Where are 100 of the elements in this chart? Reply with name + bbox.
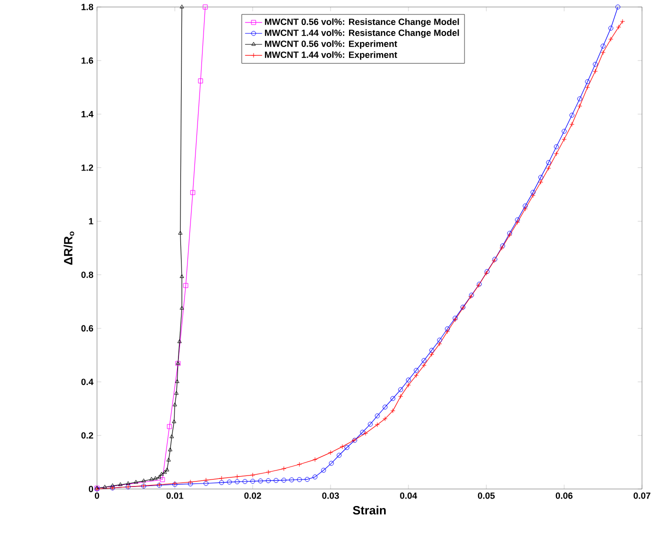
point (164, 468, 170, 472)
point (414, 373, 419, 378)
point (281, 466, 286, 472)
point (406, 382, 411, 388)
point (102, 484, 107, 488)
point (437, 338, 442, 343)
point (562, 136, 567, 142)
legend-label: MWCNT 0.56 vol%: Experiment (264, 40, 398, 49)
point (328, 460, 334, 466)
point (202, 4, 208, 10)
point (321, 468, 326, 473)
point (204, 478, 208, 483)
point (422, 358, 426, 363)
point (444, 329, 450, 334)
point (406, 378, 411, 382)
point (226, 480, 232, 484)
x-tick-label: 0.06 (556, 492, 573, 499)
y-tick-label: 0 (88, 486, 94, 492)
point (168, 447, 172, 452)
x-tick-label: 0.07 (634, 492, 650, 499)
point (390, 396, 396, 401)
point (198, 78, 203, 84)
point (608, 36, 614, 42)
point (585, 79, 590, 84)
point (289, 477, 294, 482)
point (437, 341, 442, 346)
point (312, 474, 318, 480)
point (296, 462, 302, 467)
x-tick-label: 0.01 (166, 492, 184, 499)
point (336, 452, 342, 458)
x-tick-label: 0.05 (478, 492, 495, 499)
point (538, 180, 544, 185)
point (162, 470, 167, 474)
point (522, 204, 528, 208)
point (175, 379, 180, 383)
point (234, 474, 240, 480)
point (569, 122, 574, 127)
point (219, 476, 224, 481)
point (530, 193, 536, 198)
point (360, 430, 365, 435)
point (390, 408, 396, 414)
point (429, 348, 434, 353)
point (554, 151, 559, 156)
point (592, 62, 598, 67)
point (142, 478, 146, 482)
y-tick-label: 1.4 (82, 111, 94, 118)
point (608, 26, 614, 31)
point (398, 387, 404, 392)
point (374, 422, 380, 428)
y-tick-label: 0.2 (81, 432, 94, 439)
point (499, 246, 504, 250)
point (180, 274, 184, 278)
point (170, 434, 174, 438)
point (258, 478, 263, 484)
point (174, 390, 179, 395)
point (514, 217, 520, 222)
point (234, 479, 240, 484)
point (577, 104, 582, 109)
point (538, 174, 544, 180)
point (616, 24, 622, 30)
point (266, 478, 271, 484)
point (368, 422, 373, 427)
point (422, 362, 426, 368)
point (204, 480, 208, 486)
point (382, 416, 388, 422)
point (183, 283, 188, 288)
point (172, 402, 178, 406)
point (592, 68, 598, 74)
legend-label: MWCNT 1.44 vol%: Experiment (264, 51, 398, 60)
point (600, 50, 606, 55)
point (514, 220, 520, 225)
point (274, 478, 279, 483)
point (554, 144, 559, 150)
point (304, 476, 310, 482)
point (414, 368, 419, 373)
point (569, 112, 574, 118)
legend-label: MWCNT 1.44 vol%: Resistance Change Model (264, 29, 459, 38)
point (166, 458, 171, 462)
point (585, 84, 590, 90)
point (180, 306, 184, 310)
point (340, 444, 345, 450)
point (126, 481, 130, 485)
point (530, 190, 536, 195)
point (522, 206, 528, 212)
point (374, 413, 380, 418)
x-tick-label: 0 (94, 492, 100, 499)
point (149, 476, 154, 481)
point (178, 230, 182, 235)
point (160, 477, 165, 482)
y-tick-label: 0.4 (81, 378, 94, 386)
point (177, 339, 182, 344)
point (157, 474, 162, 479)
point (110, 483, 115, 488)
point (281, 478, 286, 483)
point (546, 160, 552, 166)
point (398, 394, 404, 399)
point (312, 457, 318, 462)
y-tick-label: 1.2 (82, 164, 94, 171)
x-tick-label: 0.03 (322, 492, 339, 499)
point (242, 479, 248, 484)
